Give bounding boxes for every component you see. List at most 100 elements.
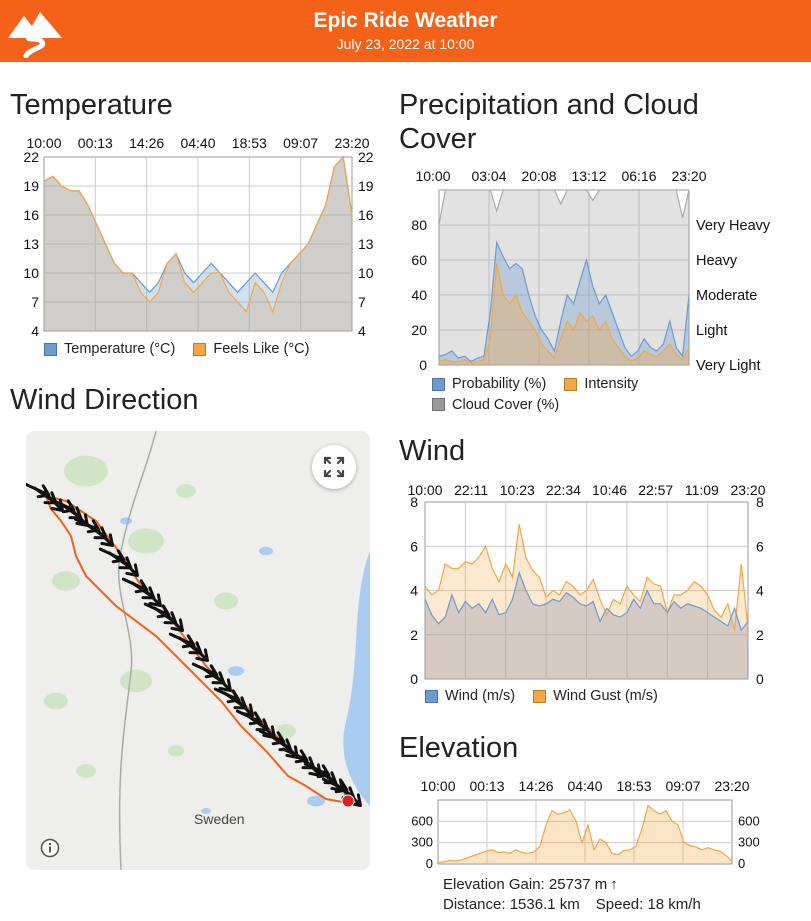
wind-direction-map[interactable]: Sweden xyxy=(26,431,370,870)
wind-arrow-icon xyxy=(140,585,162,607)
x-tick-label: 10:46 xyxy=(592,482,627,498)
elevation-gain: Elevation Gain: 25737 m xyxy=(443,876,608,893)
x-tick-label: 00:13 xyxy=(78,135,113,151)
temperature-chart: 10:00 00:13 14:26 04:40 18:53 09:07 23:20 22 22 1… xyxy=(0,130,395,340)
x-tick-label: 23:20 xyxy=(730,482,765,498)
wind-arrow-icon xyxy=(162,610,184,632)
elevation-chart: 10:00 00:13 14:26 04:40 18:53 09:07 23:20 600 60… xyxy=(395,774,795,872)
expand-icon xyxy=(323,456,345,478)
legend-item-cloud-cover: Cloud Cover (%) xyxy=(432,396,559,414)
y-tick-label-right: 16 xyxy=(358,207,374,223)
x-tick-label: 20:08 xyxy=(521,168,556,184)
y-tick-label-right: 600 xyxy=(738,813,760,828)
y-tick-label-left: 22 xyxy=(23,149,39,165)
y-tick-label-right: 0 xyxy=(756,671,764,687)
x-tick-label: 10:00 xyxy=(407,482,442,498)
series-line-cloud-cover xyxy=(438,189,690,226)
series-line-wind xyxy=(424,570,749,632)
legend-item-temperature: Temperature (°C) xyxy=(44,341,175,357)
precipitation-chart: 10:00 03:04 20:08 13:12 06:16 23:20 80 60 40 20 0 V… xyxy=(395,165,795,375)
intensity-label: Very Heavy xyxy=(696,218,771,234)
y-tick-label-left: 19 xyxy=(23,178,39,194)
map-forest-area xyxy=(128,528,164,554)
map-country-label: Sweden xyxy=(194,811,245,827)
distance: Distance: 1536.1 km xyxy=(443,896,580,913)
y-tick-label: 40 xyxy=(411,287,427,303)
series-line-elevation xyxy=(437,804,733,864)
y-tick-label-left: 300 xyxy=(411,835,433,850)
y-tick-label-right: 22 xyxy=(358,149,374,165)
y-tick-label-left: 8 xyxy=(410,494,418,510)
y-tick-label-left: 600 xyxy=(411,813,433,828)
map-forest-area xyxy=(120,669,152,693)
map-border xyxy=(117,431,157,870)
y-tick-label-left: 2 xyxy=(410,627,418,643)
legend-item-wind: Wind (m/s) xyxy=(425,688,515,704)
y-tick-label-right: 19 xyxy=(358,178,374,194)
map-forest-area xyxy=(168,745,184,757)
series-line-feels-like xyxy=(43,155,353,314)
series-area-probability xyxy=(439,242,689,365)
series-line-probability xyxy=(438,240,690,363)
map-lake xyxy=(307,795,325,807)
mountain-road-logo-icon xyxy=(8,12,62,58)
plot-area xyxy=(438,189,690,366)
precipitation-title-line2: Cover xyxy=(399,123,477,155)
map-forest-area xyxy=(214,592,238,610)
y-tick-label-right: 4 xyxy=(358,323,366,339)
x-tick-label: 11:09 xyxy=(685,482,719,498)
x-tick-label: 22:57 xyxy=(638,482,673,498)
y-tick-label: 20 xyxy=(411,322,427,338)
x-tick-label: 09:07 xyxy=(665,778,700,794)
map-forest-area xyxy=(44,692,68,710)
map-forest-area xyxy=(52,571,80,591)
wind-arrow-icon xyxy=(187,640,209,662)
ride-datetime: July 23, 2022 at 10:00 xyxy=(336,36,475,52)
speed: Speed: 18 km/h xyxy=(595,896,701,913)
temperature-title: Temperature xyxy=(10,89,173,121)
map-lake xyxy=(228,666,244,676)
x-tick-label: 10:00 xyxy=(415,168,450,184)
precipitation-legend: Probability (%) Intensity Cloud Cover (%… xyxy=(432,375,652,416)
x-tick-label: 04:40 xyxy=(567,778,602,794)
legend-item-wind-gust: Wind Gust (m/s) xyxy=(533,688,658,704)
wind-arrow-icon xyxy=(117,555,139,577)
map-lake xyxy=(259,546,273,556)
route-end-marker xyxy=(341,794,355,808)
series-area-wind xyxy=(425,572,748,679)
wind-arrow-icon xyxy=(92,525,114,547)
legend-item-intensity: Intensity xyxy=(564,375,638,393)
map-fullscreen-button[interactable] xyxy=(312,445,356,489)
map-sea xyxy=(343,551,370,806)
y-tick-label-left: 6 xyxy=(410,538,418,554)
elevation-stats: Elevation Gain: 25737 m ↑ Distance: 1536.… xyxy=(443,875,701,915)
x-tick-label: 23:20 xyxy=(334,135,369,151)
y-tick-label-left: 13 xyxy=(23,236,39,252)
series-line-intensity xyxy=(438,263,690,364)
wind-arrow-icon xyxy=(210,670,232,692)
info-icon[interactable] xyxy=(40,838,60,858)
y-tick-label-right: 0 xyxy=(738,856,745,871)
intensity-label: Very Light xyxy=(696,358,761,374)
map-forest-area xyxy=(64,455,108,487)
x-tick-label: 18:53 xyxy=(232,135,267,151)
series-area-feels-like xyxy=(44,157,352,331)
y-tick-label-left: 7 xyxy=(31,294,39,310)
x-tick-label: 18:53 xyxy=(616,778,651,794)
map-forest-area xyxy=(76,764,96,778)
y-tick-label-right: 7 xyxy=(358,294,366,310)
y-tick-label-left: 4 xyxy=(410,583,418,599)
x-tick-label: 06:16 xyxy=(621,168,656,184)
temperature-legend: Temperature (°C) Feels Like (°C) xyxy=(44,341,323,360)
intensity-label: Light xyxy=(696,323,727,339)
legend-item-feels-like: Feels Like (°C) xyxy=(193,341,309,357)
wind-chart: 10:00 22:11 10:23 22:34 10:46 22:57 11:09 23:20… xyxy=(395,478,795,688)
y-tick-label-right: 13 xyxy=(358,236,374,252)
y-tick-label-left: 0 xyxy=(426,856,433,871)
precipitation-title-line1: Precipitation and Cloud xyxy=(399,89,699,121)
map-lake xyxy=(201,808,211,814)
x-tick-label: 10:00 xyxy=(420,778,455,794)
y-tick-label: 60 xyxy=(411,252,427,268)
legend-item-probability: Probability (%) xyxy=(432,375,546,393)
y-tick-label-left: 4 xyxy=(31,323,39,339)
